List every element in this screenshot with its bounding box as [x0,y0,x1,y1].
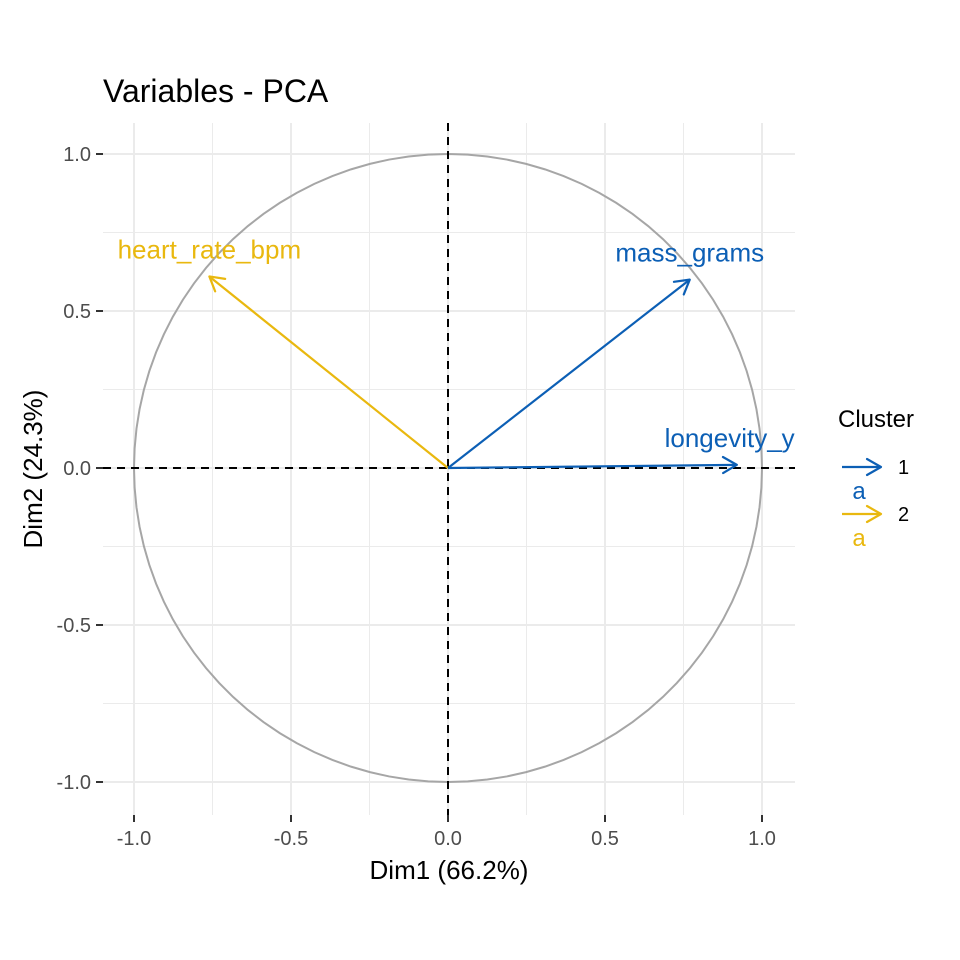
variable-arrow-heart-rate-bpm [208,275,449,469]
legend-label: 1 [898,457,909,479]
y-axis-title: Dim2 (24.3%) [18,390,48,549]
variable-arrow-mass-grams [447,278,691,469]
y-axis: -1.0 -0.5 0.0 0.5 1.0 [57,144,103,794]
legend-arrow-head [865,504,883,524]
y-tick-label: 1.0 [63,144,91,166]
variable-label: mass_grams [615,238,764,268]
y-tick-label: -1.0 [57,772,91,794]
variable-labels: heart_rate_bpm mass_grams longevity_ye [118,234,810,453]
variable-label: longevity_ye [665,423,810,453]
legend-entry-2: a2 [842,504,909,552]
legend-title: Cluster [838,406,914,433]
legend-arrow-head [865,457,883,477]
y-tick-label: -0.5 [57,615,91,637]
y-tick-label: 0.5 [63,301,91,323]
y-tick-label: 0.0 [63,458,91,480]
x-tick-label: 1.0 [748,828,776,850]
x-tick-label: 0.5 [591,828,619,850]
chart-title: Variables - PCA [103,73,329,109]
variable-vectors [208,275,738,475]
x-axis-title: Dim1 (66.2%) [370,855,529,885]
x-tick-label: 0.0 [434,828,462,850]
legend-key-text: a [852,525,866,552]
variable-label: heart_rate_bpm [118,234,302,264]
x-axis: -1.0 -0.5 0.0 0.5 1.0 [117,815,776,850]
variable-arrow-longevity-ye [447,455,738,475]
legend-label: 2 [898,504,909,526]
plot-panel: heart_rate_bpm mass_grams longevity_ye [103,123,810,815]
legend-entry-1: a1 [842,457,909,505]
x-tick-label: -0.5 [274,828,308,850]
legend-key-text: a [852,478,866,505]
x-tick-label: -1.0 [117,828,151,850]
